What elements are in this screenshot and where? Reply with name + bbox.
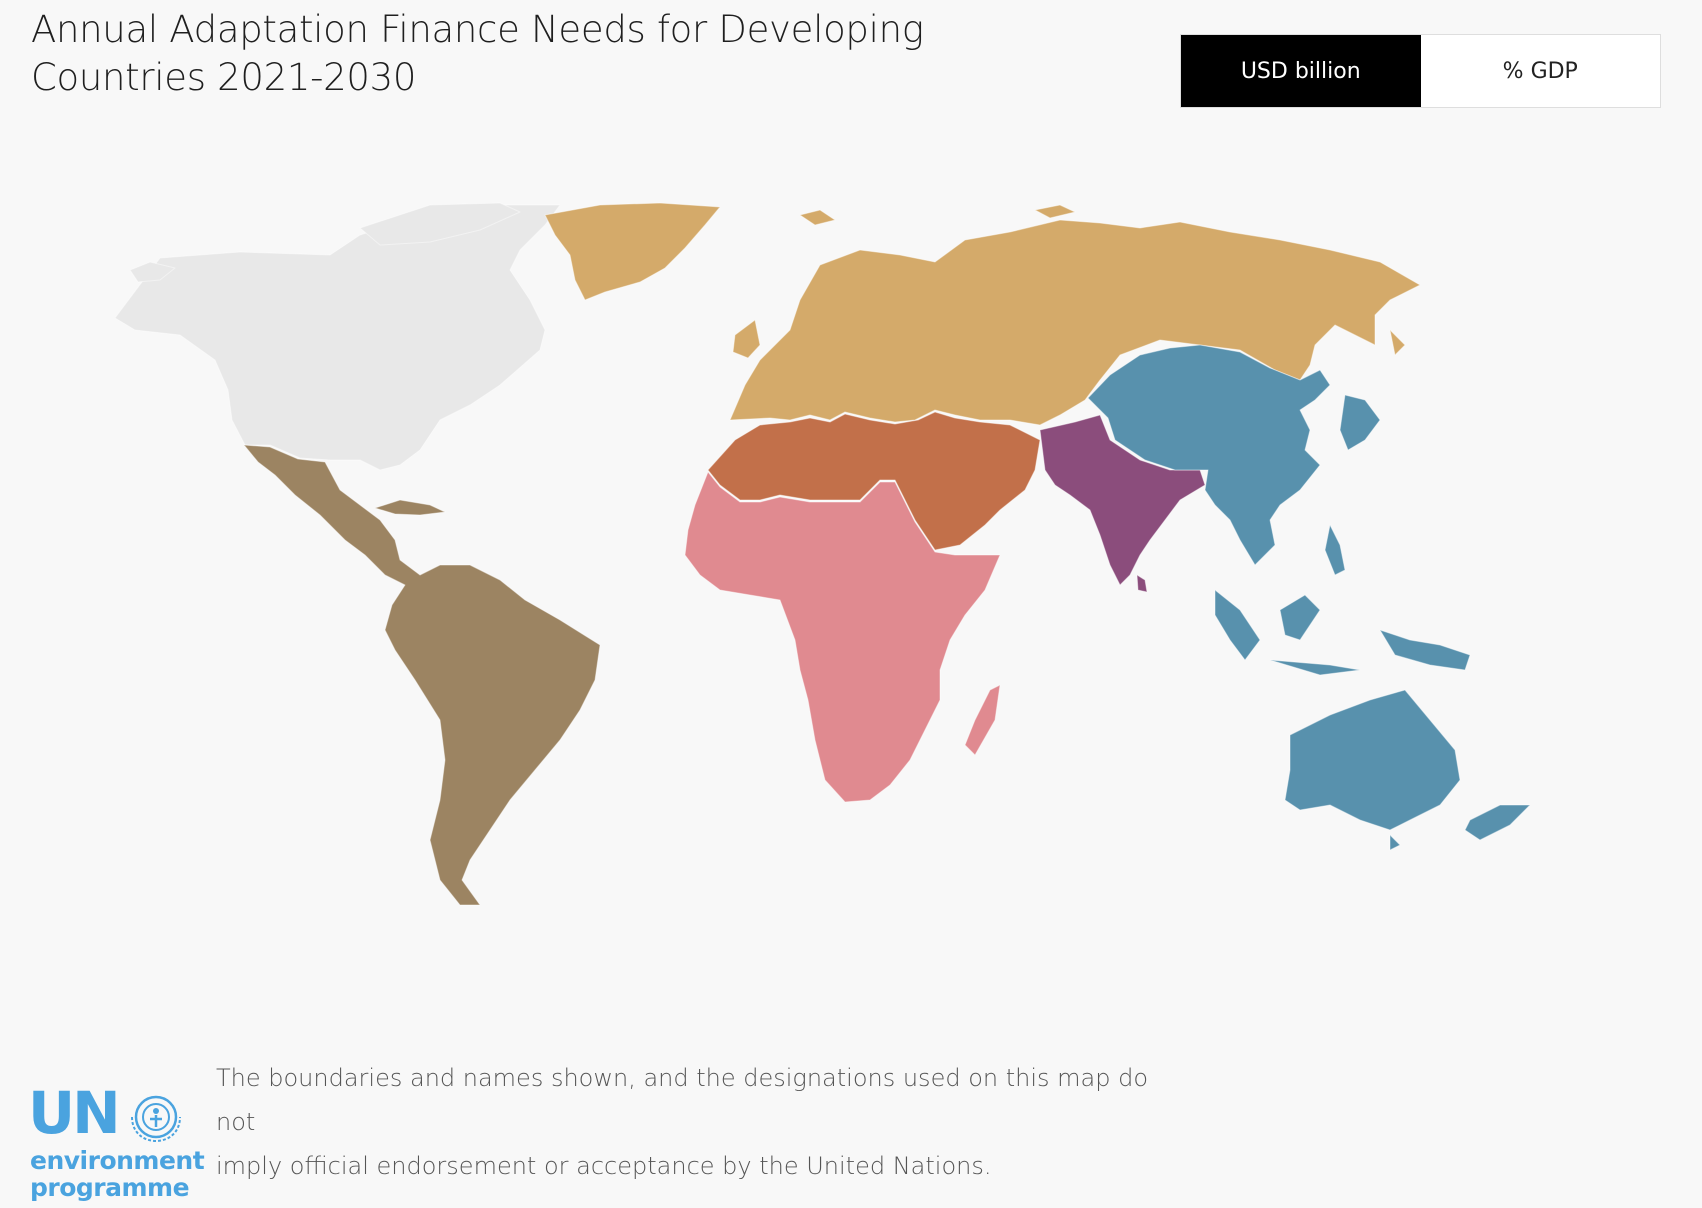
unep-logo: UN environment programme xyxy=(28,1079,205,1203)
un-emblem-icon xyxy=(131,1095,181,1143)
unit-toggle: USD billion % GDP xyxy=(1180,34,1661,108)
region-east-asia-pacific[interactable] xyxy=(1087,344,1531,851)
usd-billion-button[interactable]: USD billion xyxy=(1181,35,1421,107)
percent-gdp-button[interactable]: % GDP xyxy=(1420,35,1660,107)
world-map-svg xyxy=(114,202,1531,906)
page-title: Annual Adaptation Finance Needs for Deve… xyxy=(31,6,931,102)
region-europe-central-asia[interactable] xyxy=(729,204,1421,426)
region-north-america[interactable] xyxy=(114,202,561,471)
map-disclaimer: The boundaries and names shown, and the … xyxy=(216,1056,1176,1188)
logo-un-text: UN xyxy=(28,1079,121,1147)
region-south-asia[interactable] xyxy=(1039,414,1206,593)
region-greenland[interactable] xyxy=(544,202,721,301)
title-line-2: Countries 2021-2030 xyxy=(31,56,417,99)
title-line-1: Annual Adaptation Finance Needs for Deve… xyxy=(31,8,924,51)
logo-text-environment: environment xyxy=(30,1146,205,1175)
disclaimer-line-2: imply official endorsement or acceptance… xyxy=(216,1152,992,1180)
region-latin-america[interactable] xyxy=(243,444,601,906)
region-sub-saharan-africa[interactable] xyxy=(684,471,1001,803)
world-map xyxy=(0,150,1702,930)
logo-text-programme: programme xyxy=(30,1173,190,1202)
disclaimer-line-1: The boundaries and names shown, and the … xyxy=(216,1064,1149,1136)
region-mena[interactable] xyxy=(707,411,1041,551)
